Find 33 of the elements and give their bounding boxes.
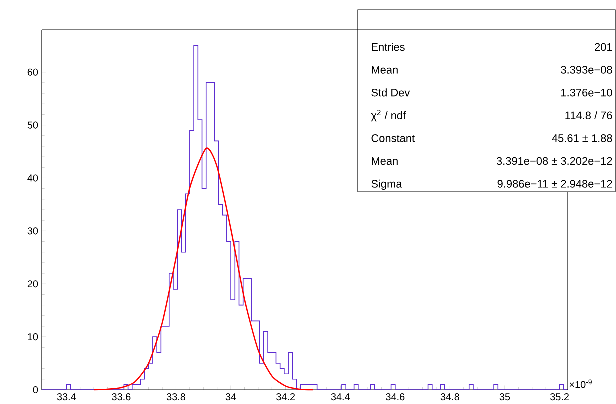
text: ×10$^{-9}$ bbox=[570, 380, 592, 388]
annotation: Std Dev bbox=[372, 88, 410, 97]
annotation: 1.376e−10 bbox=[562, 88, 612, 97]
x-tick-label: 34.8 bbox=[440, 394, 460, 401]
x-tick-label: 34.4 bbox=[331, 394, 350, 401]
x-tick-label: 33.8 bbox=[166, 394, 186, 401]
x-tick-label: 35.2 bbox=[550, 394, 569, 401]
x-tick-label: 33.6 bbox=[112, 394, 131, 401]
text: 201 bbox=[595, 43, 612, 52]
y-tick-label: 40 bbox=[28, 174, 38, 182]
line-series bbox=[93, 148, 314, 391]
annotation: Sigma bbox=[372, 180, 402, 190]
annotation: 3.391e−08 ± 3.202e−12 bbox=[496, 157, 612, 166]
y-tick-label: 50 bbox=[28, 122, 38, 129]
annotation: Constant bbox=[372, 134, 415, 142]
x-tick-label: 34.2 bbox=[276, 394, 296, 401]
x-tick-label: 35 bbox=[500, 394, 510, 401]
x-tick-label: 34.6 bbox=[386, 394, 405, 401]
y-tick-label: 30 bbox=[28, 228, 38, 235]
annotation: 45.61 ± 1.88 bbox=[552, 134, 612, 142]
x-tick-label: 34 bbox=[226, 394, 236, 401]
annotation: 9.986e−11 ± 2.948e−12 bbox=[498, 180, 612, 188]
y-tick-label: 0 bbox=[33, 386, 38, 394]
annotation: Mean bbox=[372, 157, 398, 166]
annotation: 3.393e−08 bbox=[561, 66, 612, 74]
annotation: 114.8 / 76 bbox=[566, 111, 612, 120]
annotation: Entries bbox=[372, 43, 405, 52]
x-tick-label: 33.4 bbox=[57, 394, 76, 401]
y-tick-label: 20 bbox=[28, 280, 38, 288]
annotation: χ$^{2}$ / ndf bbox=[371, 110, 406, 122]
y-tick-label: 10 bbox=[28, 334, 38, 341]
y-tick-label: 60 bbox=[28, 68, 38, 76]
annotation: Mean bbox=[372, 66, 398, 74]
